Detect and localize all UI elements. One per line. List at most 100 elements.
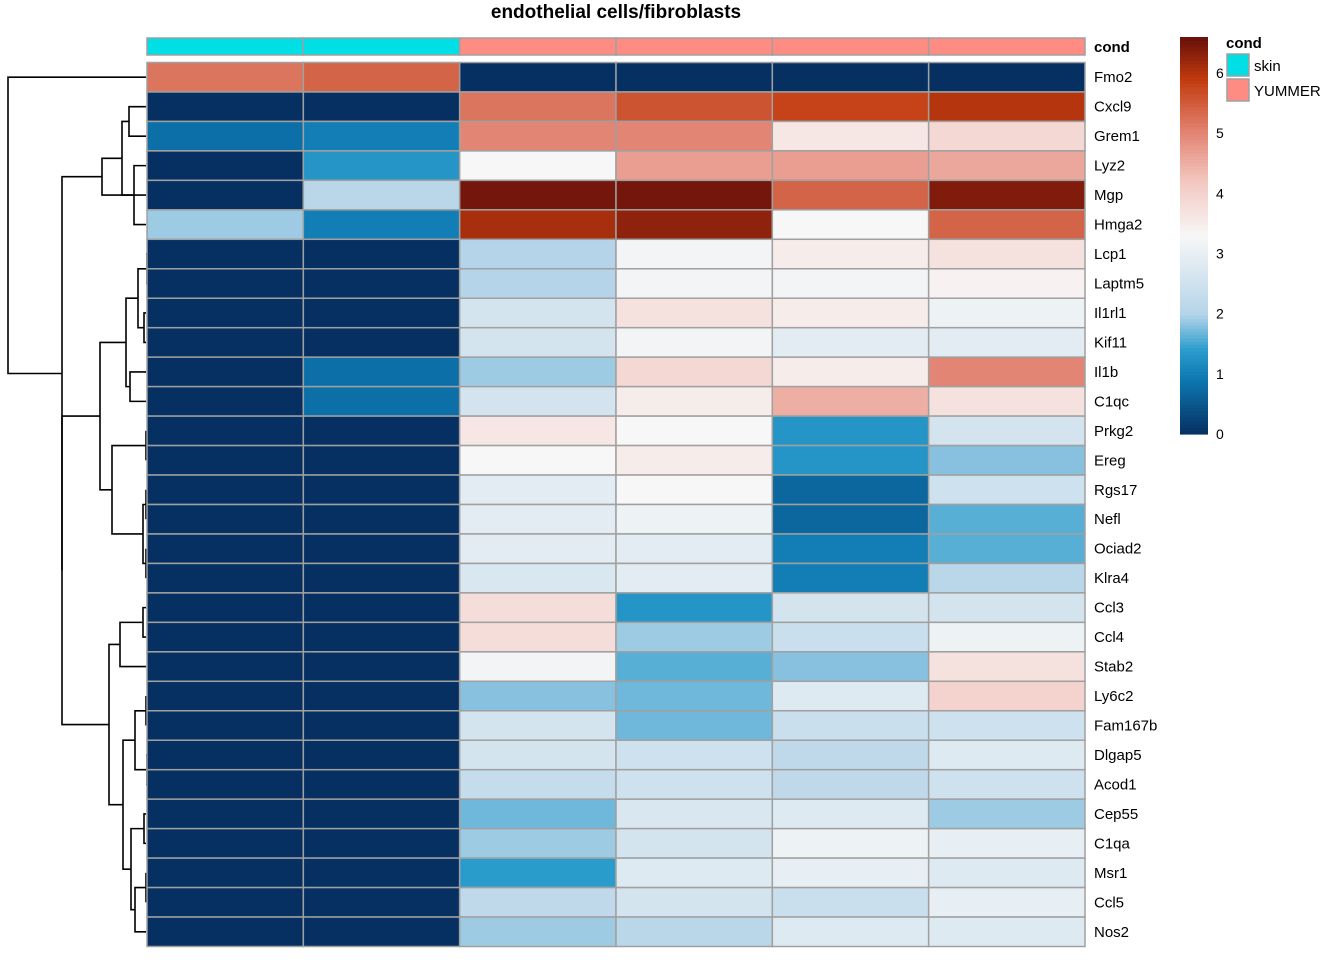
heatmap-cell	[146, 238, 305, 270]
row-label: Ccl5	[1094, 894, 1124, 911]
colorbar-segment	[1180, 400, 1208, 405]
dendrogram-branch	[61, 175, 102, 571]
heatmap-cell	[927, 533, 1086, 565]
heatmap-cell	[302, 385, 461, 417]
heatmap-cell	[927, 238, 1086, 270]
row-label: Laptm5	[1094, 276, 1144, 293]
colorbar-segment	[1180, 199, 1208, 204]
heatmap-cell	[302, 238, 461, 270]
row-label: Kif11	[1094, 334, 1127, 351]
heatmap-cell	[927, 209, 1086, 241]
colorbar-segment	[1180, 156, 1208, 161]
heatmap-cell	[771, 533, 930, 565]
heatmap-cell	[927, 592, 1086, 624]
colorbar-segment	[1180, 162, 1208, 167]
colorbar-segment	[1180, 225, 1208, 230]
row-labels: Fmo2 Cxcl9 Grem1 Lyz2 Mgp Hmga2 Lcp1 Laptm5 Il1r…	[1094, 69, 1157, 941]
heatmap-cell	[615, 238, 774, 270]
heatmap-cell	[302, 150, 461, 182]
row-label: Ccl3	[1094, 600, 1124, 617]
heatmap-cell	[146, 651, 305, 683]
colorbar-segment	[1180, 414, 1208, 419]
heatmap-cell	[771, 798, 930, 830]
heatmap-cell	[458, 503, 617, 535]
dendrogram-branch	[61, 415, 109, 726]
colorbar-segment	[1180, 215, 1208, 220]
row-label: Grem1	[1094, 128, 1140, 145]
heatmap-cell	[458, 886, 617, 918]
colorbar-segment	[1180, 222, 1208, 227]
annotation-cell	[458, 37, 617, 56]
heatmap-cell	[771, 120, 930, 152]
heatmap-cell	[615, 562, 774, 594]
heatmap-cell	[146, 120, 305, 152]
row-label: Cxcl9	[1094, 99, 1132, 116]
heatmap-cell	[458, 710, 617, 741]
colorbar-tick-label: 2	[1216, 306, 1224, 322]
colorbar-segment	[1180, 136, 1208, 141]
heatmap-cell	[771, 297, 930, 329]
row-label: Nefl	[1094, 511, 1121, 528]
colorbar-segment	[1180, 56, 1208, 61]
colorbar-segment	[1180, 324, 1208, 329]
heatmap-cell	[771, 916, 930, 948]
heatmap-cell	[615, 827, 774, 859]
annotation-cell	[146, 37, 305, 56]
colorbar-segment	[1180, 301, 1208, 306]
heatmap-cell	[302, 592, 461, 624]
colorbar-segment	[1180, 152, 1208, 157]
colorbar-segment	[1180, 113, 1208, 117]
heatmap-cell	[771, 179, 930, 211]
row-dendrogram	[7, 76, 148, 933]
colorbar-segment	[1180, 89, 1208, 94]
heatmap-cell	[927, 651, 1086, 683]
dendrogram-branch	[99, 341, 126, 491]
colorbar-tick-label: 5	[1216, 125, 1224, 141]
heatmap-cell	[146, 503, 305, 535]
heatmap-cell	[146, 326, 305, 358]
row-label: Acod1	[1094, 776, 1137, 793]
colorbar-segment	[1180, 106, 1208, 111]
colorbar-segment	[1180, 99, 1208, 104]
annotation-cell	[615, 37, 774, 56]
heatmap-cell	[458, 268, 617, 299]
heatmap-cell	[771, 562, 930, 594]
heatmap-cell	[615, 680, 774, 712]
heatmap-cell	[927, 680, 1086, 712]
heatmap-cell	[458, 179, 617, 211]
heatmap-cell	[458, 916, 617, 948]
colorbar-segment	[1180, 83, 1208, 88]
heatmap-cell	[927, 444, 1086, 476]
heatmap-cell	[302, 739, 461, 771]
colorbar-segment	[1180, 43, 1208, 48]
colorbar-segment	[1180, 334, 1208, 339]
colorbar-segment	[1180, 80, 1208, 84]
colorbar-segment	[1180, 371, 1208, 376]
colorbar-segment	[1180, 420, 1208, 425]
heatmap-cell	[302, 651, 461, 683]
colorbar-segment	[1180, 66, 1208, 71]
heatmap-cell	[458, 91, 617, 123]
colorbar-segment	[1180, 328, 1208, 333]
heatmap-cell	[615, 886, 774, 918]
row-label: Ly6c2	[1094, 688, 1133, 705]
colorbar-segment	[1180, 169, 1208, 174]
colorbar-segment	[1180, 285, 1208, 290]
heatmap-cell	[771, 268, 930, 299]
heatmap-cell	[146, 680, 305, 712]
colorbar-segment	[1180, 149, 1208, 154]
heatmap-cell	[927, 120, 1086, 152]
heatmap-cell	[927, 886, 1086, 918]
heatmap-cell	[146, 91, 305, 123]
colorbar-segment	[1180, 60, 1208, 65]
heatmap-cell	[302, 621, 461, 653]
heatmap-cell	[302, 209, 461, 241]
colorbar-segment	[1180, 281, 1208, 286]
condition-legend-label: skin	[1254, 58, 1281, 75]
condition-legend-label: YUMMER	[1254, 83, 1321, 100]
heatmap-cell	[146, 209, 305, 241]
heatmap-cell	[458, 798, 617, 830]
heatmap-cell	[302, 798, 461, 830]
heatmap-cell	[615, 444, 774, 476]
